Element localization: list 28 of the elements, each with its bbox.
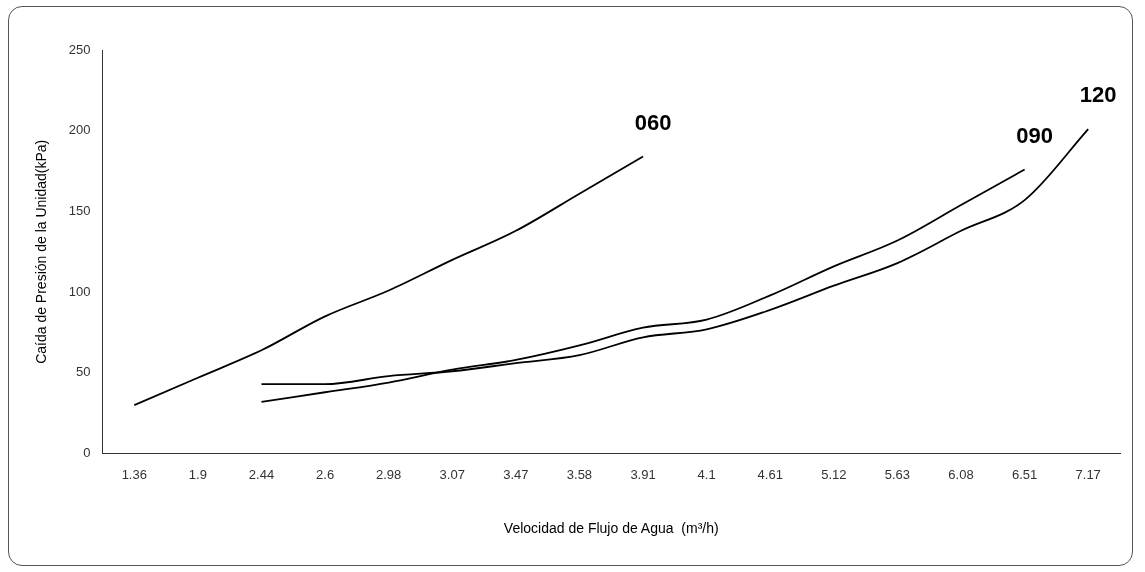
y-tick-label: 100 xyxy=(68,283,91,299)
series-label: 120 xyxy=(1079,82,1117,108)
x-tick-label: 1.36 xyxy=(121,466,147,482)
series-label: 090 xyxy=(1016,122,1053,148)
x-axis-title: Velocidad de Flujo de Agua (m³/h) xyxy=(503,520,719,537)
y-tick-label: 50 xyxy=(76,364,91,380)
x-tick-label: 3.58 xyxy=(566,466,593,482)
x-tick-label: 5.12 xyxy=(821,466,847,482)
x-tick-label: 2.44 xyxy=(248,466,275,482)
x-tick-label: 6.51 xyxy=(1011,466,1038,482)
x-tick-label: 1.9 xyxy=(188,466,207,482)
y-tick-label: 0 xyxy=(83,445,91,461)
x-tick-label: 2.6 xyxy=(316,466,335,482)
y-tick-label: 150 xyxy=(68,203,91,219)
x-tick-label: 3.07 xyxy=(439,466,465,482)
x-tick-label: 7.17 xyxy=(1075,466,1101,482)
y-tick-label: 250 xyxy=(68,41,91,57)
x-tick-label: 2.98 xyxy=(376,466,402,482)
y-axis-title: Caída de Presión de la Unidad(kPa) xyxy=(33,139,50,364)
x-tick-label: 4.1 xyxy=(697,466,716,482)
line-series xyxy=(133,155,644,407)
series-label: 060 xyxy=(634,109,672,135)
y-tick-label: 200 xyxy=(68,122,91,138)
x-tick-label: 4.61 xyxy=(757,466,783,482)
x-tick-label: 6.08 xyxy=(948,466,974,482)
x-tick-label: 3.91 xyxy=(630,466,656,482)
x-tick-label: 5.63 xyxy=(884,466,911,482)
x-tick-label: 3.47 xyxy=(503,466,529,482)
